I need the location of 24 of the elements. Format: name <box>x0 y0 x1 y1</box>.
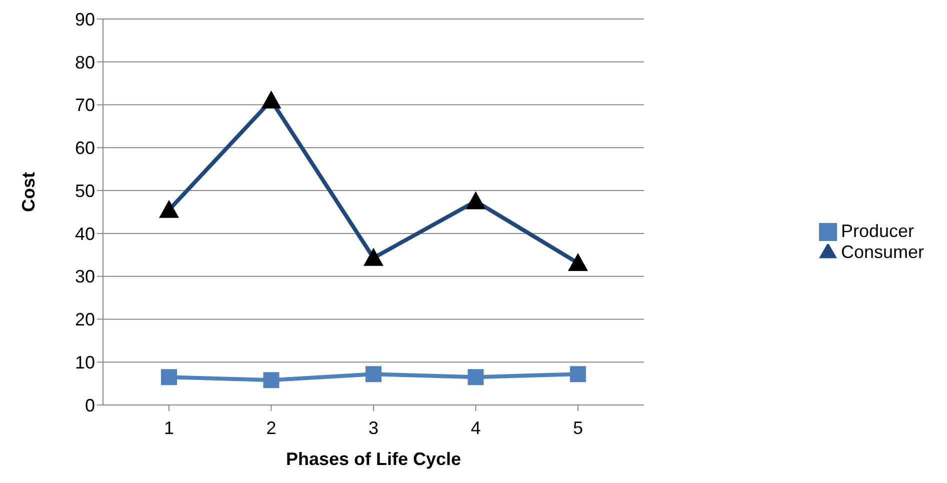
legend-label: Consumer <box>840 242 924 262</box>
point <box>468 369 484 386</box>
y-tick-label: 60 <box>74 138 95 158</box>
point <box>161 369 177 386</box>
x-tick-label: 4 <box>470 418 481 438</box>
y-tick-label: 80 <box>74 52 95 72</box>
y-tick-label: 70 <box>74 95 95 116</box>
y-tick-label: 0 <box>84 395 95 416</box>
point <box>570 366 586 382</box>
x-tick-label: 1 <box>164 418 174 438</box>
y-tick-label: 90 <box>74 9 95 30</box>
y-tick-label: 40 <box>74 224 95 244</box>
y-tick-label: 20 <box>74 310 95 330</box>
point <box>365 366 382 382</box>
y-axis-title: Cost <box>18 172 38 212</box>
legend-label: Producer <box>840 220 914 240</box>
x-tick-label: 3 <box>368 418 378 438</box>
y-tick-label: 50 <box>74 180 95 201</box>
point <box>263 372 280 388</box>
y-tick-label: 30 <box>74 266 95 287</box>
x-tick-label: 2 <box>266 418 276 438</box>
y-tick-label: 10 <box>74 352 95 372</box>
x-axis-title: Phases of Life Cycle <box>286 449 462 469</box>
x-tick-label: 5 <box>572 418 583 438</box>
